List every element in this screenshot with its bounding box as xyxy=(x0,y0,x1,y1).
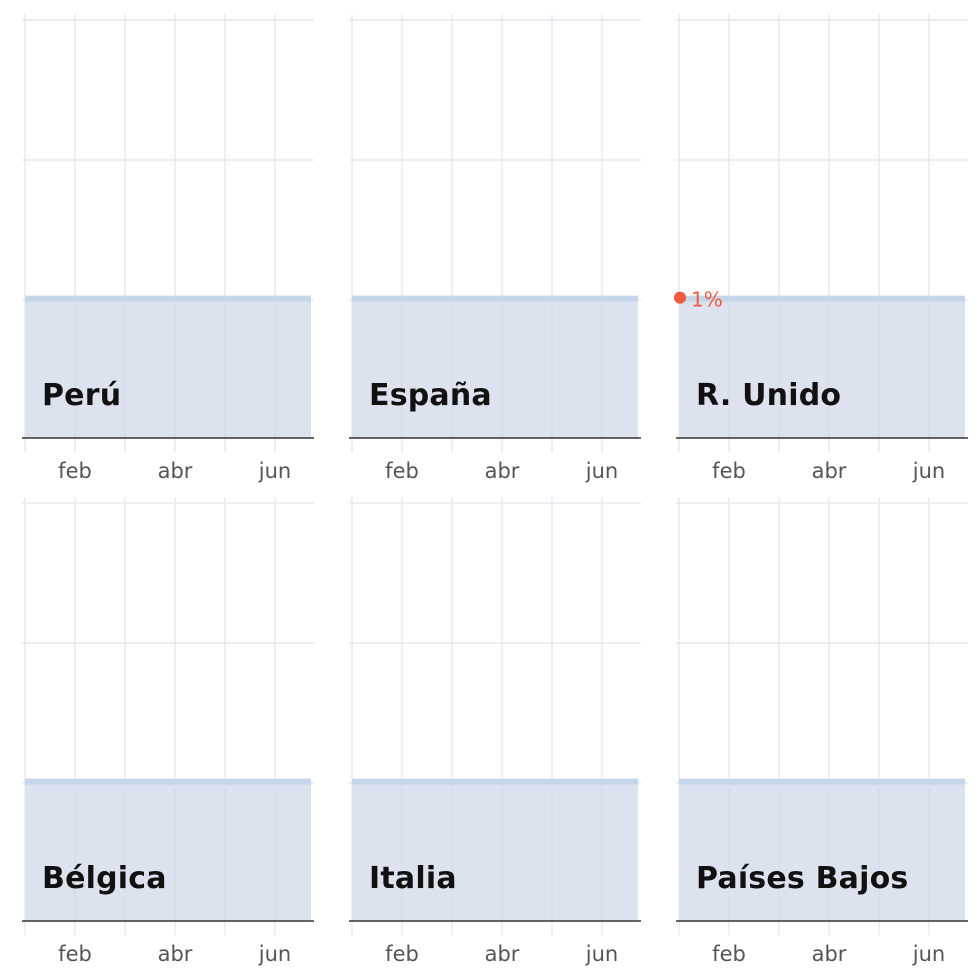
x-tick-label: jun xyxy=(912,459,945,483)
country-label: Italia xyxy=(369,861,457,896)
chart-svg: feb abr jun xyxy=(22,497,314,966)
x-tick-label: abr xyxy=(158,459,193,483)
chart-panel-belgica: feb abr jun Bélgica xyxy=(22,483,340,966)
chart-svg: feb abr jun xyxy=(349,497,641,966)
x-tick-label: abr xyxy=(812,942,847,966)
x-tick-label: feb xyxy=(712,459,746,483)
x-tick-label: abr xyxy=(485,459,520,483)
chart-svg: feb abr jun xyxy=(22,14,314,483)
chart-panel-espana: feb abr jun España xyxy=(349,0,667,483)
x-tick-label: feb xyxy=(58,942,92,966)
highlight-point xyxy=(674,291,686,304)
x-tick-label: jun xyxy=(585,459,618,483)
country-label: España xyxy=(369,378,492,413)
x-tick-label: feb xyxy=(712,942,746,966)
chart-panel-peru: feb abr jun Perú xyxy=(22,0,340,483)
x-tick-label: abr xyxy=(485,942,520,966)
chart-svg: feb abr jun xyxy=(349,14,641,483)
area-fill xyxy=(679,781,965,921)
x-tick-label: abr xyxy=(812,459,847,483)
chart-svg: feb abr jun 1% xyxy=(674,14,968,483)
area-fill xyxy=(679,298,965,438)
x-tick-label: feb xyxy=(385,942,419,966)
x-tick-label: abr xyxy=(158,942,193,966)
x-tick-label: jun xyxy=(912,942,945,966)
country-label: Bélgica xyxy=(42,861,167,896)
x-tick-label: feb xyxy=(58,459,92,483)
area-fill xyxy=(25,298,311,438)
area-fill xyxy=(352,781,638,921)
chart-svg: feb abr jun xyxy=(676,497,968,966)
country-label: Perú xyxy=(42,378,122,413)
chart-panel-italia: feb abr jun Italia xyxy=(349,483,667,966)
x-tick-label: feb xyxy=(385,459,419,483)
area-fill xyxy=(352,298,638,438)
country-label: R. Unido xyxy=(696,378,842,413)
chart-panel-reino-unido: feb abr jun 1% R. Unido xyxy=(674,0,980,483)
area-fill xyxy=(25,781,311,921)
x-tick-label: jun xyxy=(258,942,291,966)
country-label: Países Bajos xyxy=(696,861,909,896)
highlight-value-label: 1% xyxy=(691,288,723,312)
chart-panel-paises-bajos: feb abr jun Países Bajos xyxy=(676,483,980,966)
x-tick-label: jun xyxy=(258,459,291,483)
x-tick-label: jun xyxy=(585,942,618,966)
